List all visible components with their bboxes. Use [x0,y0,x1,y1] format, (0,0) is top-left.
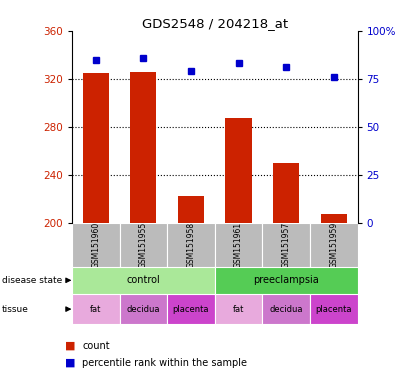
Text: percentile rank within the sample: percentile rank within the sample [82,358,247,368]
Bar [130,71,157,223]
Bar [83,73,109,223]
Text: GSM151957: GSM151957 [282,222,291,268]
Text: ■: ■ [65,358,75,368]
Bar [262,223,310,267]
Bar [72,267,215,294]
Bar [167,294,215,324]
Text: preeclampsia: preeclampsia [253,275,319,285]
Bar [120,294,167,324]
Text: decidua: decidua [127,305,160,314]
Text: GSM151958: GSM151958 [187,222,196,268]
Text: control: control [127,275,160,285]
Bar [215,294,262,324]
Text: fat: fat [90,305,102,314]
Text: decidua: decidua [269,305,303,314]
Bar [310,294,358,324]
Text: placenta: placenta [316,305,352,314]
Bar [226,118,252,223]
Bar [72,223,120,267]
Bar [72,294,120,324]
Bar [215,267,358,294]
Bar [273,163,299,223]
Text: GSM151961: GSM151961 [234,222,243,268]
Text: disease state: disease state [2,276,62,285]
Text: GSM151955: GSM151955 [139,222,148,268]
Bar [262,294,310,324]
Text: GSM151959: GSM151959 [329,222,338,268]
Text: fat: fat [233,305,244,314]
Bar [178,196,204,223]
Text: count: count [82,341,110,351]
Bar [321,214,347,223]
Bar [120,223,167,267]
Text: ■: ■ [65,341,75,351]
Bar [167,223,215,267]
Bar [215,223,262,267]
Title: GDS2548 / 204218_at: GDS2548 / 204218_at [142,17,288,30]
Text: placenta: placenta [173,305,209,314]
Text: GSM151960: GSM151960 [91,222,100,268]
Bar [310,223,358,267]
Text: tissue: tissue [2,305,29,314]
